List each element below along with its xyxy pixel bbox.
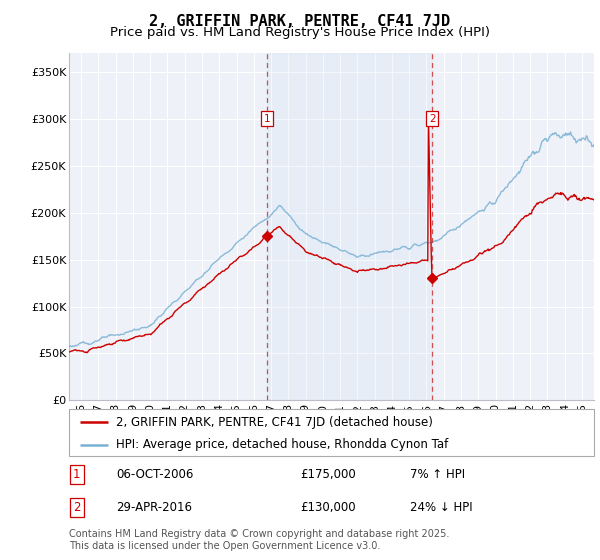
Text: 2: 2 [73,501,80,514]
Text: 06-OCT-2006: 06-OCT-2006 [116,468,194,482]
Text: 2, GRIFFIN PARK, PENTRE, CF41 7JD (detached house): 2, GRIFFIN PARK, PENTRE, CF41 7JD (detac… [116,416,433,428]
Text: 1: 1 [263,114,270,124]
Text: 2, GRIFFIN PARK, PENTRE, CF41 7JD: 2, GRIFFIN PARK, PENTRE, CF41 7JD [149,14,451,29]
Text: £175,000: £175,000 [300,468,356,482]
Text: Price paid vs. HM Land Registry's House Price Index (HPI): Price paid vs. HM Land Registry's House … [110,26,490,39]
Text: 24% ↓ HPI: 24% ↓ HPI [410,501,473,514]
Text: 1: 1 [73,468,80,482]
Text: 2: 2 [429,114,436,124]
Text: £130,000: £130,000 [300,501,356,514]
Text: Contains HM Land Registry data © Crown copyright and database right 2025.
This d: Contains HM Land Registry data © Crown c… [69,529,449,551]
Bar [267,53,432,400]
Text: 29-APR-2016: 29-APR-2016 [116,501,192,514]
Text: HPI: Average price, detached house, Rhondda Cynon Taf: HPI: Average price, detached house, Rhon… [116,438,449,451]
Text: 7% ↑ HPI: 7% ↑ HPI [410,468,466,482]
